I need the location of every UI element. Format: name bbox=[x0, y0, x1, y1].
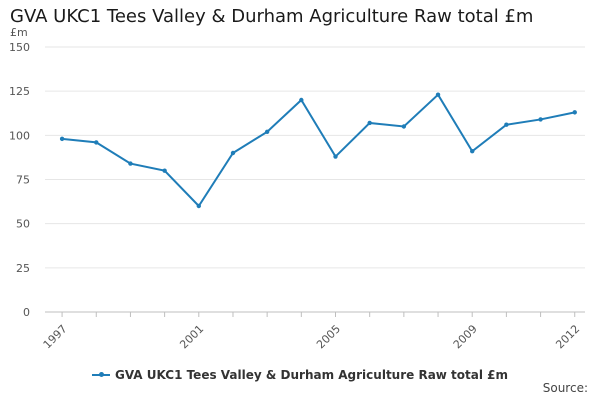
data-point bbox=[572, 110, 577, 115]
y-tick-label: 0 bbox=[23, 306, 30, 319]
data-point bbox=[504, 122, 509, 127]
data-point bbox=[59, 136, 65, 142]
data-point bbox=[333, 154, 338, 159]
y-tick-label: 50 bbox=[16, 218, 30, 231]
data-point bbox=[162, 168, 167, 173]
x-axis: 1997 2001 2005 2009 2012 bbox=[41, 312, 582, 351]
series-line bbox=[61, 93, 575, 208]
y-tick-label: 25 bbox=[16, 262, 30, 275]
y-tick-label: 75 bbox=[16, 174, 30, 187]
x-tick-label: 2009 bbox=[451, 322, 480, 351]
data-point bbox=[196, 203, 201, 209]
source-label: Source: bbox=[542, 381, 588, 395]
x-tick-label: 1997 bbox=[41, 322, 70, 351]
data-point bbox=[367, 120, 372, 126]
data-point bbox=[299, 97, 304, 103]
data-point bbox=[538, 117, 543, 122]
data-point bbox=[230, 150, 236, 156]
data-point bbox=[128, 161, 133, 166]
legend-item[interactable]: GVA UKC1 Tees Valley & Durham Agricultur… bbox=[91, 368, 509, 382]
y-axis-ticks: 0 25 50 75 100 125 150 bbox=[9, 41, 30, 319]
data-point bbox=[94, 140, 99, 145]
series-layer bbox=[59, 92, 577, 209]
data-point bbox=[264, 129, 270, 134]
x-tick-label: 2001 bbox=[177, 322, 206, 351]
legend: GVA UKC1 Tees Valley & Durham Agricultur… bbox=[0, 365, 600, 382]
y-axis-unit-label: £m bbox=[10, 26, 28, 39]
data-point bbox=[401, 124, 407, 129]
chart-title: GVA UKC1 Tees Valley & Durham Agricultur… bbox=[10, 6, 534, 27]
data-point bbox=[435, 92, 441, 97]
legend-swatch-icon bbox=[91, 372, 110, 377]
y-tick-label: 150 bbox=[9, 41, 30, 54]
x-tick-label: 2012 bbox=[553, 322, 582, 351]
grid-lines bbox=[45, 46, 585, 313]
y-tick-label: 100 bbox=[9, 129, 30, 142]
legend-label: GVA UKC1 Tees Valley & Durham Agricultur… bbox=[114, 368, 509, 382]
data-point bbox=[470, 149, 475, 154]
y-tick-label: 125 bbox=[9, 85, 30, 98]
x-tick-label: 2005 bbox=[314, 322, 343, 351]
